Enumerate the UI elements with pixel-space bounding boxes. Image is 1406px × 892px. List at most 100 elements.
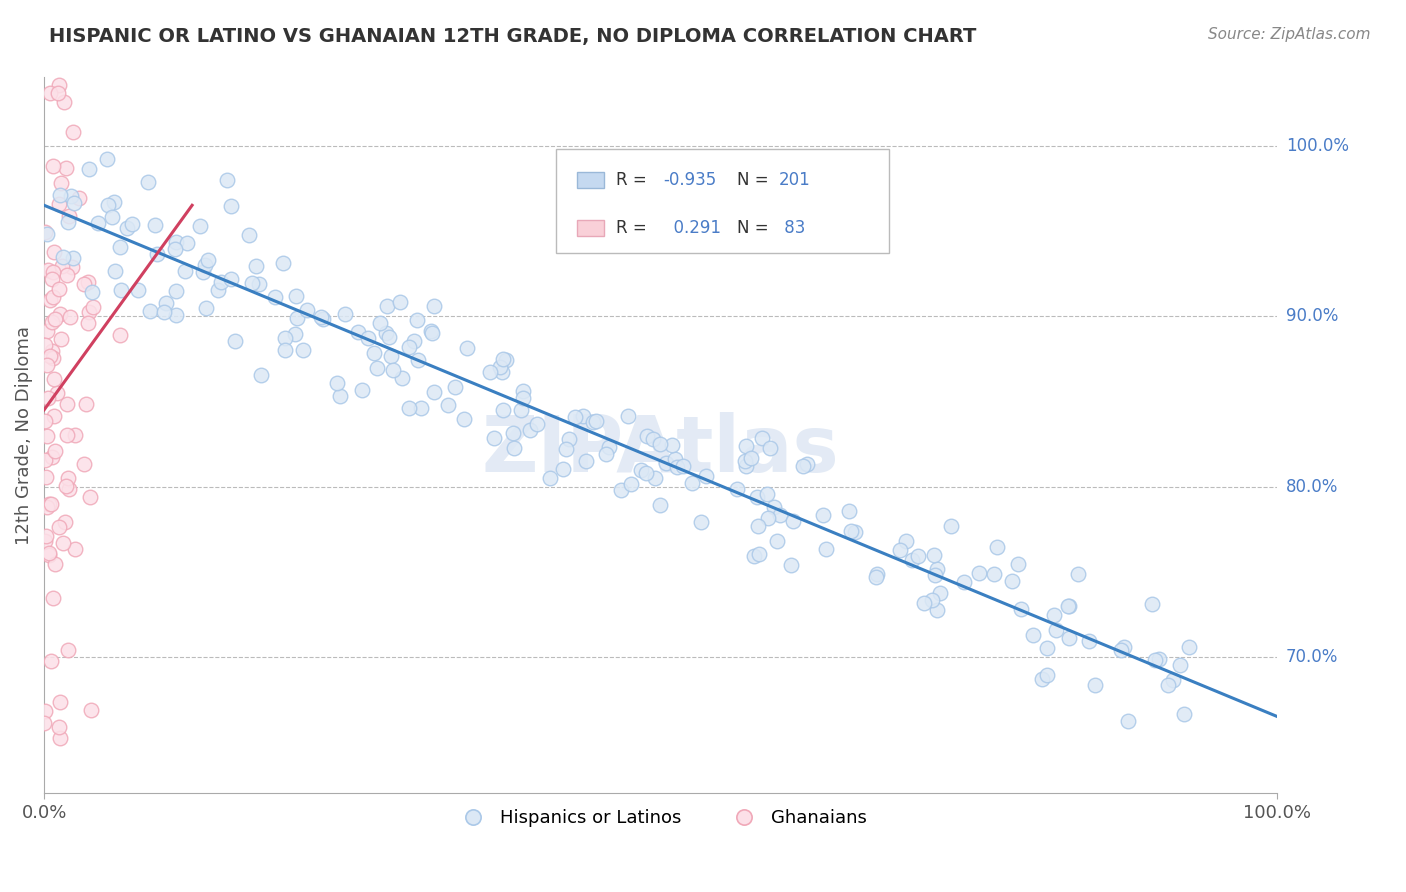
- Point: [165, 235, 187, 250]
- Point: [1007, 557, 1029, 571]
- Point: [44, 444, 66, 458]
- Point: [644, 470, 666, 484]
- Point: [735, 439, 758, 453]
- Point: [695, 468, 717, 483]
- Y-axis label: 12th Grade, No Diploma: 12th Grade, No Diploma: [15, 326, 32, 545]
- Point: [121, 217, 143, 231]
- Point: [63, 428, 86, 442]
- Point: [215, 173, 238, 187]
- Point: [1057, 599, 1080, 614]
- Point: [153, 305, 176, 319]
- Point: [48, 78, 70, 93]
- Point: [610, 483, 633, 498]
- Point: [762, 500, 785, 515]
- Point: [55, 427, 77, 442]
- Point: [769, 508, 792, 522]
- Point: [58, 482, 80, 496]
- Point: [49, 307, 72, 321]
- Point: [1084, 678, 1107, 692]
- Point: [38, 349, 60, 363]
- FancyBboxPatch shape: [555, 149, 889, 252]
- Point: [56, 268, 79, 282]
- Point: [139, 303, 162, 318]
- Point: [983, 566, 1005, 581]
- Point: [921, 593, 943, 607]
- Point: [495, 352, 517, 367]
- Point: [967, 566, 990, 580]
- FancyBboxPatch shape: [576, 220, 605, 235]
- Text: 201: 201: [779, 170, 811, 189]
- Text: 0.291: 0.291: [664, 219, 721, 237]
- Point: [482, 431, 505, 445]
- Point: [110, 240, 132, 254]
- Point: [263, 290, 285, 304]
- Point: [436, 398, 458, 412]
- Point: [648, 437, 671, 451]
- Point: [41, 315, 63, 329]
- Point: [39, 654, 62, 668]
- Point: [34, 533, 56, 548]
- Point: [889, 543, 911, 558]
- Point: [77, 275, 100, 289]
- Point: [37, 500, 59, 515]
- Point: [398, 340, 420, 354]
- Point: [41, 450, 63, 464]
- Point: [380, 349, 402, 363]
- Point: [664, 451, 686, 466]
- Point: [155, 296, 177, 310]
- Point: [62, 195, 84, 210]
- Point: [247, 277, 270, 291]
- Point: [34, 452, 56, 467]
- Point: [368, 316, 391, 330]
- Point: [782, 514, 804, 528]
- Point: [56, 471, 79, 485]
- Point: [56, 215, 79, 229]
- Point: [166, 309, 188, 323]
- Point: [49, 332, 72, 346]
- Point: [103, 194, 125, 209]
- Point: [44, 312, 66, 326]
- Point: [38, 548, 60, 562]
- Point: [478, 365, 501, 379]
- Point: [901, 553, 924, 567]
- Point: [1168, 657, 1191, 672]
- Point: [734, 454, 756, 468]
- Point: [1001, 574, 1024, 589]
- Point: [1157, 678, 1180, 692]
- Point: [1112, 640, 1135, 654]
- Point: [291, 343, 314, 358]
- Point: [34, 470, 56, 484]
- Point: [35, 227, 58, 241]
- Point: [312, 311, 335, 326]
- Point: [672, 459, 695, 474]
- Point: [146, 247, 169, 261]
- Point: [110, 328, 132, 343]
- Point: [1057, 631, 1080, 645]
- Point: [219, 199, 242, 213]
- Point: [745, 490, 768, 504]
- Point: [45, 385, 67, 400]
- Point: [60, 260, 83, 274]
- Point: [748, 547, 770, 561]
- Point: [366, 361, 388, 376]
- Point: [636, 429, 658, 443]
- Point: [502, 441, 524, 455]
- Point: [558, 432, 581, 446]
- Point: [650, 498, 672, 512]
- Point: [502, 425, 524, 440]
- Text: R =: R =: [616, 219, 647, 237]
- Point: [382, 363, 405, 377]
- Point: [117, 221, 139, 235]
- Point: [38, 497, 60, 511]
- Point: [41, 35, 63, 49]
- Point: [759, 441, 782, 455]
- Point: [838, 504, 860, 518]
- Point: [97, 197, 120, 211]
- Point: [55, 161, 77, 175]
- Point: [792, 458, 814, 473]
- Point: [37, 391, 59, 405]
- Point: [725, 482, 748, 496]
- Point: [575, 454, 598, 468]
- Point: [49, 176, 72, 190]
- Point: [1010, 602, 1032, 616]
